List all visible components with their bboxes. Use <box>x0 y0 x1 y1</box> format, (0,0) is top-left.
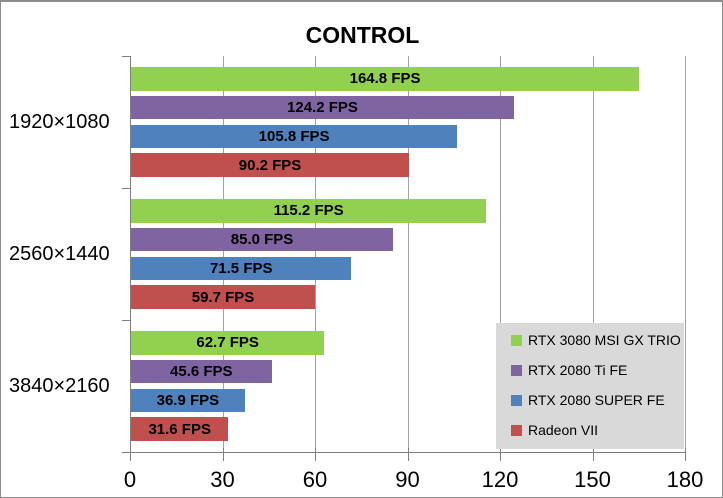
gridline <box>315 56 316 452</box>
x-axis-tick-label: 180 <box>666 467 704 492</box>
legend-label: RTX 2080 SUPER FE <box>528 392 665 408</box>
bar-radeon-vii: 90.2 FPS <box>131 153 410 177</box>
bar-value-label: 124.2 FPS <box>287 99 358 117</box>
x-axis-tick-label: 30 <box>210 467 235 492</box>
bar-rtx-2080-ti-fe: 85.0 FPS <box>131 227 394 252</box>
legend-label: RTX 3080 MSI GX TRIO <box>528 332 681 348</box>
x-axis-tick-label: 60 <box>302 467 328 492</box>
bar-value-label: 115.2 FPS <box>273 202 344 220</box>
bar-value-label: 36.9 FPS <box>156 391 220 409</box>
x-axis-tick-label: 150 <box>574 467 611 492</box>
bar-value-label: 90.2 FPS <box>238 156 302 174</box>
gridline <box>500 56 501 452</box>
bar-radeon-vii: 59.7 FPS <box>131 285 316 309</box>
bar-rtx-3080-msi-gx-trio: 115.2 FPS <box>131 199 487 223</box>
value-axis-tick <box>222 448 224 461</box>
bar-rtx-3080-msi-gx-trio: 62.7 FPS <box>131 331 325 355</box>
value-axis-tick <box>407 448 409 461</box>
category-axis-tick <box>122 320 130 321</box>
legend-swatch-icon <box>511 364 522 376</box>
legend-swatch-icon <box>511 334 522 346</box>
bar-rtx-2080-ti-fe: 124.2 FPS <box>131 95 514 120</box>
x-axis-tick-label: 90 <box>395 467 420 492</box>
legend-swatch-icon <box>511 424 522 436</box>
bar-rtx-2080-super-fe: 105.8 FPS <box>131 124 458 149</box>
legend-label: Radeon VII <box>528 422 599 438</box>
category-label: 2560×1440 <box>9 243 110 265</box>
category-label: 3840×2160 <box>9 375 110 397</box>
legend-item: RTX 2080 SUPER FE <box>511 392 665 408</box>
legend-item: RTX 3080 MSI GX TRIO <box>511 332 681 348</box>
value-axis-tick <box>592 448 594 461</box>
category-label: 1920×1080 <box>9 111 110 133</box>
bar-value-label: 31.6 FPS <box>148 420 211 438</box>
bar-radeon-vii: 31.6 FPS <box>131 417 229 441</box>
category-axis-tick <box>122 56 130 57</box>
legend: RTX 3080 MSI GX TRIO RTX 2080 Ti FE RTX 20… <box>496 323 684 449</box>
bar-value-label: 71.5 FPS <box>209 259 273 277</box>
bar-rtx-2080-ti-fe: 45.6 FPS <box>131 359 272 384</box>
bar-value-label: 59.7 FPS <box>191 288 255 306</box>
bar-rtx-2080-super-fe: 71.5 FPS <box>131 256 352 281</box>
legend-label: RTX 2080 Ti FE <box>528 362 628 378</box>
category-axis-tick <box>122 452 130 453</box>
legend-item: RTX 2080 Ti FE <box>511 362 627 378</box>
bar-value-label: 164.8 FPS <box>349 70 421 88</box>
value-axis-tick <box>130 448 131 461</box>
category-axis-line <box>130 56 131 453</box>
bar-rtx-2080-super-fe: 36.9 FPS <box>131 388 245 413</box>
bar-value-label: 45.6 FPS <box>170 363 233 381</box>
legend-item: Radeon VII <box>511 422 598 438</box>
x-axis-tick-label: 0 <box>123 467 137 492</box>
bar-rtx-3080-msi-gx-trio: 164.8 FPS <box>131 67 640 91</box>
gridline <box>407 56 409 452</box>
category-axis-tick <box>122 188 130 189</box>
bar-value-label: 105.8 FPS <box>258 127 330 145</box>
gridline <box>685 56 686 452</box>
bar-value-label: 62.7 FPS <box>196 334 259 352</box>
chart-title: CONTROL <box>305 22 420 48</box>
value-axis-tick <box>315 448 316 461</box>
legend-swatch-icon <box>511 394 522 406</box>
x-axis-tick-label: 120 <box>481 467 519 492</box>
gridline <box>222 56 224 452</box>
bar-value-label: 85.0 FPS <box>230 231 294 249</box>
value-axis-tick <box>500 448 501 461</box>
gridline <box>592 56 594 452</box>
value-axis-tick <box>685 448 686 461</box>
